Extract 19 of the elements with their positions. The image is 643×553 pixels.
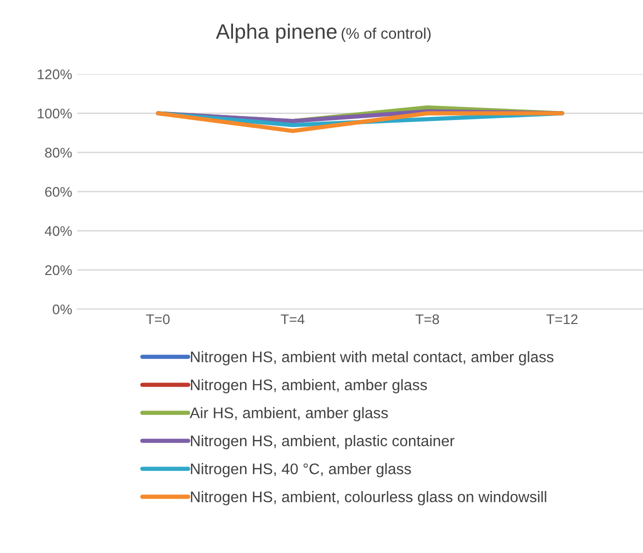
- y-tick-label: 40%: [44, 226, 72, 236]
- x-tick-label: T=4: [280, 314, 304, 324]
- chart-title: Alpha pinene: [216, 24, 337, 44]
- y-tick-label: 100%: [38, 108, 72, 118]
- y-tick-label: 20%: [45, 265, 72, 276]
- legend-label: Nitrogen HS, ambient, plastic container: [190, 435, 454, 450]
- y-tick-label: 120%: [38, 69, 72, 80]
- x-tick-label: T=0: [146, 314, 170, 324]
- y-tick-label: 60%: [45, 186, 72, 197]
- legend-label: Air HS, ambient, amber glass: [190, 407, 388, 422]
- legend-label: Nitrogen HS, ambient, amber glass: [190, 379, 427, 394]
- y-tick-label: 0%: [52, 304, 72, 314]
- legend-label: Nitrogen HS, 40 °C, amber glass: [190, 463, 411, 478]
- legend-label: Nitrogen HS, ambient with metal contact, amber glass: [190, 351, 554, 366]
- legend-label: Nitrogen HS, ambient, colourless glass on windowsill: [190, 491, 546, 506]
- y-tick-label: 80%: [45, 148, 72, 158]
- chart-subtitle: (% of control): [342, 28, 431, 42]
- x-tick-label: T=8: [416, 314, 439, 324]
- x-tick-label: T=12: [546, 314, 578, 324]
